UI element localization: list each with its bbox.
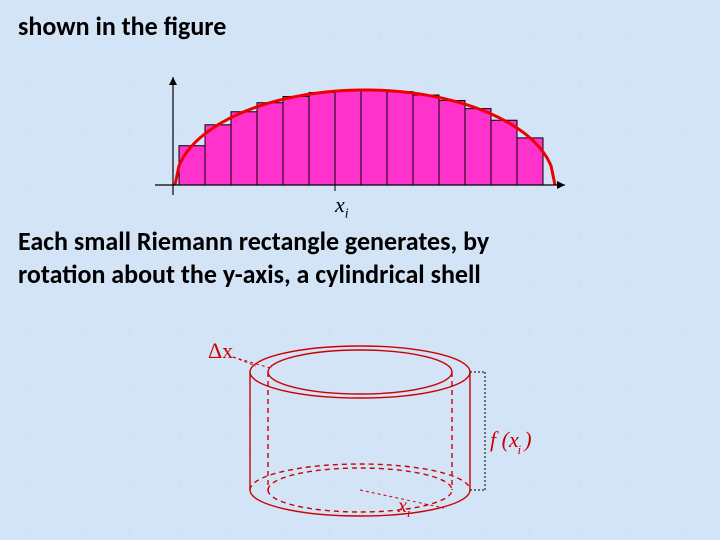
shell-diagram (195, 340, 525, 520)
label-xi: xi (335, 192, 349, 222)
riemann-diagram (155, 75, 565, 205)
text-line-2: Each small Riemann rectangle generates, … (18, 225, 489, 257)
label-delta-x: Δx (208, 338, 233, 364)
label-xi-bottom: xi (398, 495, 411, 521)
text-line-3: rotation about the y-axis, a cylindrical… (18, 258, 481, 290)
label-fxi: f (x )i (490, 427, 535, 456)
text-line-1: shown in the figure (18, 10, 226, 42)
